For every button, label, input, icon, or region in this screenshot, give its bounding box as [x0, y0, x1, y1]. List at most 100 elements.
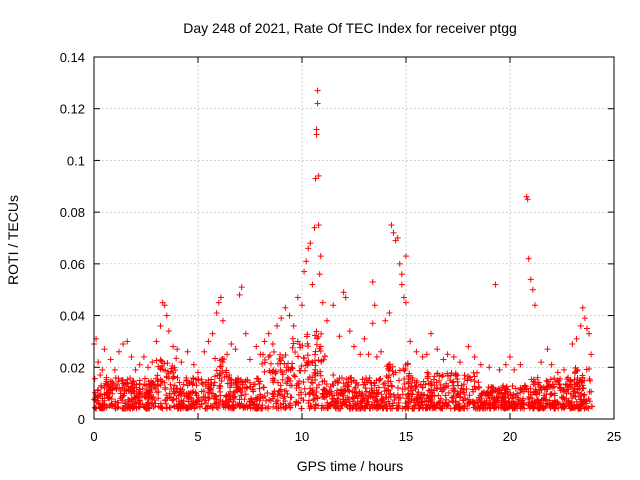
data-point-band: [217, 392, 224, 399]
data-point-band: [307, 403, 314, 410]
data-point-band: [528, 395, 535, 402]
data-point: [195, 369, 201, 376]
data-point-band: [458, 382, 465, 389]
data-point-band: [401, 367, 408, 374]
data-point-band: [136, 388, 143, 395]
data-point-band: [571, 369, 578, 376]
data-point-band: [280, 404, 287, 411]
data-point-band: [455, 391, 462, 398]
data-point: [314, 100, 321, 107]
data-point-band: [244, 376, 251, 383]
data-point-band: [112, 401, 119, 408]
data-point-band: [391, 396, 398, 403]
data-point-band: [189, 381, 196, 388]
data-point: [290, 322, 297, 329]
data-point: [581, 315, 588, 322]
data-point-band: [97, 391, 104, 398]
data-point-band: [306, 389, 313, 396]
data-point: [398, 281, 405, 288]
data-point-band: [176, 379, 183, 386]
data-point-band: [222, 393, 229, 400]
data-point: [340, 289, 347, 296]
data-point: [315, 222, 322, 229]
data-point-band: [315, 381, 322, 388]
data-point-band: [128, 380, 135, 387]
data-point-band: [166, 404, 173, 411]
data-point-band: [512, 401, 519, 408]
data-point-band: [206, 389, 213, 396]
data-point: [386, 309, 393, 316]
data-point-band: [586, 398, 593, 405]
data-point: [371, 302, 378, 309]
data-point-band: [394, 391, 401, 398]
data-point-band: [211, 401, 218, 408]
data-point: [190, 361, 197, 368]
data-point-band: [456, 405, 463, 412]
data-point-band: [427, 380, 434, 387]
data-point-band: [350, 395, 357, 402]
data-point-band: [503, 383, 510, 390]
data-point-band: [514, 390, 521, 397]
data-point-band: [547, 376, 554, 383]
data-point: [457, 359, 464, 366]
data-point-band: [378, 396, 385, 403]
data-point-band: [281, 405, 288, 412]
data-point-band: [317, 368, 324, 375]
data-point-band: [508, 402, 515, 409]
data-point-band: [260, 351, 267, 358]
data-point-band: [394, 384, 401, 391]
data-point-band: [206, 386, 213, 393]
data-point-band: [208, 380, 215, 387]
y-tick-label: 0.06: [60, 257, 85, 272]
data-point-band: [494, 397, 501, 404]
data-point-band: [128, 403, 135, 410]
data-point-band: [288, 394, 295, 401]
data-point: [390, 229, 397, 236]
data-point-band: [579, 374, 586, 381]
data-point-band: [311, 357, 318, 364]
data-point-band: [321, 393, 328, 400]
x-axis-title: GPS time / hours: [297, 458, 404, 474]
data-point-band: [296, 341, 303, 348]
data-point-band: [514, 394, 521, 401]
data-point-band: [556, 381, 563, 388]
data-point-band: [163, 400, 170, 407]
data-point-band: [340, 380, 347, 387]
data-point: [583, 325, 590, 332]
data-point-band: [196, 403, 203, 410]
data-point-band: [498, 389, 505, 396]
data-point: [261, 338, 268, 345]
data-point-band: [180, 397, 187, 404]
data-point-band: [385, 387, 392, 394]
data-point-band: [425, 371, 432, 378]
data-point-band: [351, 394, 358, 401]
data-point-band: [470, 369, 477, 376]
data-point-band: [294, 380, 301, 387]
data-point-band: [529, 398, 536, 405]
data-point-band: [284, 390, 291, 397]
data-point-band: [573, 398, 580, 405]
data-point-band: [521, 382, 528, 389]
data-point-band: [511, 405, 518, 412]
data-point-band: [331, 392, 338, 399]
data-point: [301, 268, 308, 275]
data-point-band: [363, 400, 370, 407]
data-point-band: [586, 376, 593, 383]
data-point: [361, 335, 368, 342]
data-point: [286, 312, 293, 319]
data-point-band: [109, 385, 116, 392]
data-point-band: [99, 400, 106, 407]
data-point-band: [578, 379, 585, 386]
data-point-band: [374, 398, 381, 405]
data-point-band: [175, 392, 182, 399]
data-point-band: [543, 391, 550, 398]
data-point-band: [175, 398, 182, 405]
data-point-band: [502, 393, 509, 400]
data-point-band: [456, 394, 463, 401]
data-point-band: [326, 387, 333, 394]
data-point: [95, 359, 102, 366]
data-point-band: [530, 376, 537, 383]
data-point-band: [295, 391, 302, 398]
data-point-band: [318, 330, 325, 337]
data-point-band: [561, 396, 568, 403]
